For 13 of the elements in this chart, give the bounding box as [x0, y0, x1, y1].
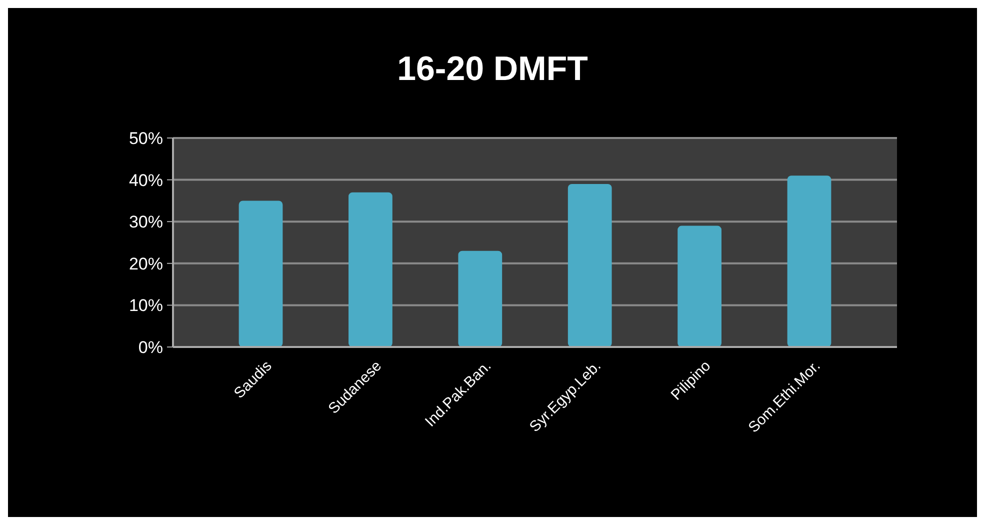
bar — [458, 250, 502, 347]
y-tick-label: 40% — [128, 170, 163, 190]
bar — [568, 184, 612, 347]
bar — [678, 226, 722, 347]
chart-title: 16-20 DMFT — [397, 50, 588, 88]
bar — [348, 192, 392, 347]
y-tick-label: 0% — [138, 338, 163, 357]
bar — [238, 200, 283, 347]
bar — [787, 176, 832, 347]
y-tick-label: 20% — [128, 254, 163, 274]
y-tick-label: 30% — [128, 212, 163, 232]
y-tick-label: 10% — [128, 296, 163, 316]
y-tick-label: 50% — [128, 128, 163, 148]
